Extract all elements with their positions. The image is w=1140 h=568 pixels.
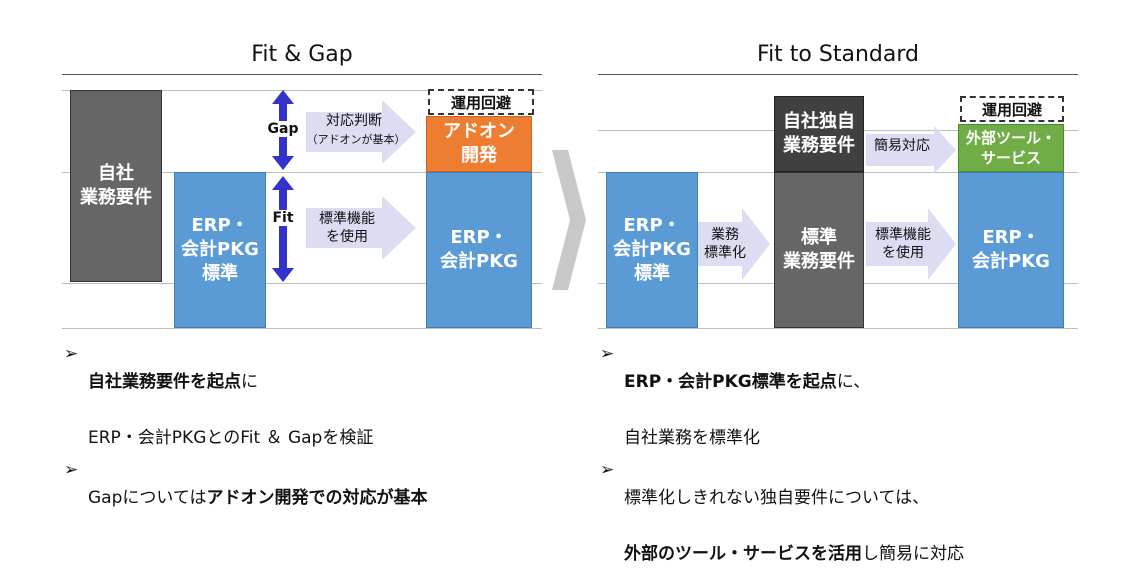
right-title: Fit to Standard: [757, 42, 919, 67]
right-bullet-2-rest: し簡易に対応: [862, 544, 964, 564]
right-bullet-2: ➢ 標準化しきれない独自要件については、 外部のツール・サービスを活用し簡易に対…: [600, 456, 1130, 568]
right-erp-box: ERP・ 会計PKG: [958, 172, 1064, 328]
left-bullet-1: ➢ 自社業務要件を起点に ERP・会計PKGとのFit ＆ Gapを検証: [64, 340, 564, 452]
left-bullet-2-plain: Gapについては: [88, 488, 207, 508]
left-bullets: ➢ 自社業務要件を起点に ERP・会計PKGとのFit ＆ Gapを検証 ➢ G…: [64, 340, 564, 512]
right-bullet-1: ➢ ERP・会計PKG標準を起点に、 自社業務を標準化: [600, 340, 1130, 452]
fit-block-arrow-icon: [306, 196, 416, 260]
erp-standard-box: ERP・ 会計PKG 標準: [174, 172, 266, 328]
bullet-marker-icon: ➢: [600, 460, 615, 480]
gap-block-arrow-icon: [306, 100, 416, 164]
right-bullet-1-bold: ERP・会計PKG標準を起点: [624, 372, 837, 392]
standardize-block-arrow-icon: [698, 208, 770, 280]
left-title: Fit & Gap: [251, 42, 353, 67]
right-title-rule: [598, 74, 1078, 75]
external-tools-box: 外部ツール・ サービス: [958, 124, 1064, 172]
left-grid-mid: [62, 172, 542, 173]
bullet-marker-icon: ➢: [600, 344, 615, 364]
standardize-arrow-label: 業務 標準化: [704, 227, 746, 261]
own-requirements-box: 自社独自 業務要件: [774, 96, 864, 172]
left-grid-base: [62, 328, 542, 329]
bullet-marker-icon: ➢: [64, 344, 79, 364]
right-fit-arrow-label: 標準機能 を使用: [875, 227, 931, 261]
left-title-rule: [62, 74, 542, 75]
left-bullet-1-rest: に: [241, 372, 258, 392]
right-bullet-1-line2: 自社業務を標準化: [624, 428, 760, 448]
right-bullet-2-plain: 標準化しきれない独自要件については、: [624, 488, 930, 508]
fit-double-arrow-icon: [272, 176, 294, 282]
gap-arrow-sub-label: （アドオンが基本）: [306, 133, 406, 146]
simple-response-arrow-label: 簡易対応: [874, 138, 930, 154]
right-operation-avoid-box: 運用回避: [960, 96, 1064, 122]
right-bullet-2-bold: 外部のツール・サービスを活用: [624, 544, 862, 564]
fit-label: Fit: [266, 210, 300, 226]
right-grid-base: [598, 328, 1078, 329]
left-erp-box: ERP・ 会計PKG: [426, 172, 532, 328]
gap-label: Gap: [262, 121, 304, 137]
fit-arrow-label: 標準機能 を使用: [319, 211, 375, 245]
left-grid-low: [62, 283, 542, 284]
right-erp-standard-box: ERP・ 会計PKG 標準: [606, 172, 698, 328]
right-bullet-1-rest: に、: [836, 372, 871, 392]
left-bullet-1-bold: 自社業務要件を起点: [88, 372, 241, 392]
simple-response-block-arrow-icon: [866, 126, 956, 174]
left-operation-avoid-box: 運用回避: [428, 89, 534, 115]
transition-chevron-icon: [552, 150, 586, 290]
left-grid-top: [62, 90, 542, 91]
addon-development-box: アドオン 開発: [426, 116, 532, 172]
right-bullets: ➢ ERP・会計PKG標準を起点に、 自社業務を標準化 ➢ 標準化しきれない独自…: [600, 340, 1130, 568]
left-bullet-2-bold: アドオン開発での対応が基本: [206, 488, 428, 508]
gap-arrow-main-label: 対応判断: [326, 113, 382, 129]
company-requirements-box: 自社 業務要件: [70, 90, 162, 282]
bullet-marker-icon: ➢: [64, 460, 79, 480]
standard-requirements-box: 標準 業務要件: [774, 172, 864, 328]
right-fit-block-arrow-icon: [866, 208, 956, 280]
left-bullet-1-line2: ERP・会計PKGとのFit ＆ Gapを検証: [88, 428, 374, 448]
left-bullet-2: ➢ Gapについてはアドオン開発での対応が基本: [64, 456, 564, 512]
